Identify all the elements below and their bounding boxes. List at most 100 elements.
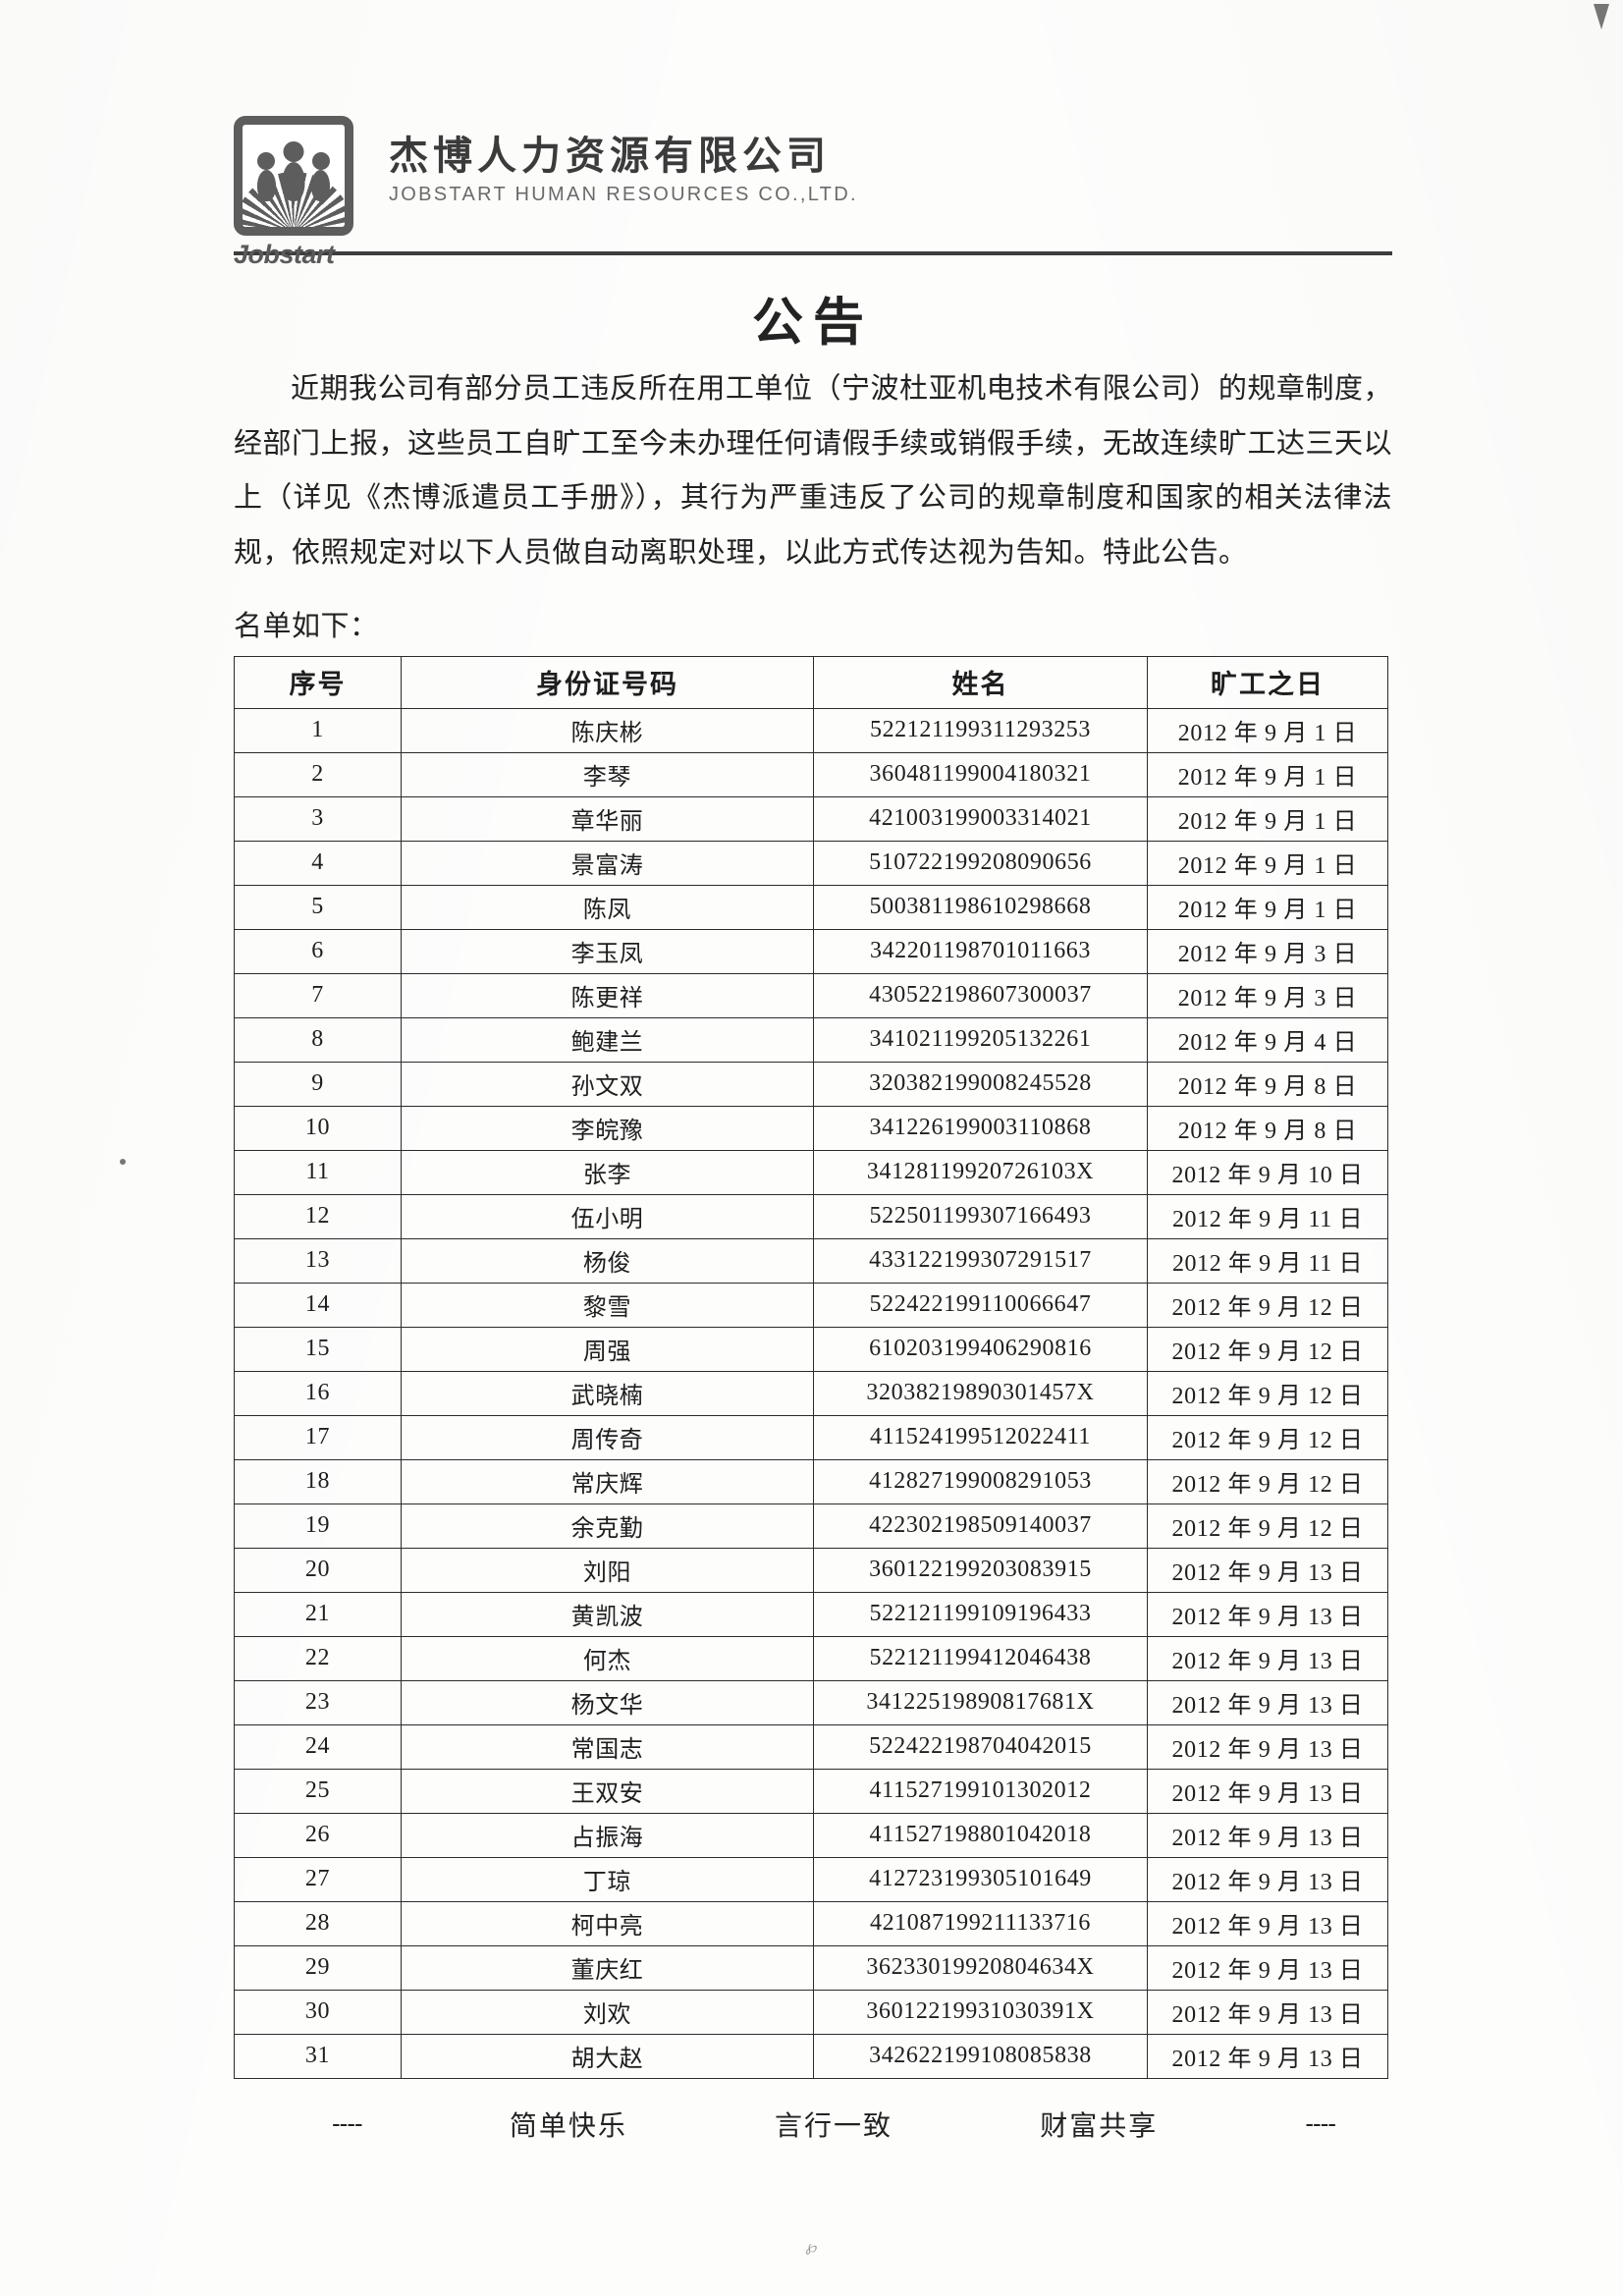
cell-name: 320382199008245528 xyxy=(813,1061,1148,1107)
cell-id-no: 柯中亮 xyxy=(401,1900,814,1946)
cell-name: 422302198509140037 xyxy=(813,1503,1148,1549)
table-row: 7 陈更祥 430522198607300037 2012 年 9 月 3 日 xyxy=(234,972,1388,1018)
table-row: 2 李琴 360481199004180321 2012 年 9 月 1 日 xyxy=(234,751,1388,797)
cell-id-no: 占振海 xyxy=(401,1812,814,1858)
cell-absence-date: 2012 年 9 月 13 日 xyxy=(1147,2033,1388,2079)
cell-absence-date: 2012 年 9 月 1 日 xyxy=(1147,884,1388,930)
table-row: 15 周强 610203199406290816 2012 年 9 月 12 日 xyxy=(234,1326,1388,1372)
footer-slogan-3: 财富共享 xyxy=(1040,2110,1159,2142)
cell-absence-date: 2012 年 9 月 13 日 xyxy=(1147,1812,1388,1858)
table-row: 5 陈凤 500381198610298668 2012 年 9 月 1 日 xyxy=(234,884,1388,930)
cell-name: 522121199412046438 xyxy=(813,1635,1148,1681)
cell-index: 31 xyxy=(234,2033,402,2079)
company-logo: Jobstart xyxy=(234,116,363,270)
table-row: 16 武晓楠 32038219890301457X 2012 年 9 月 12 日 xyxy=(234,1370,1388,1416)
cell-index: 2 xyxy=(234,751,402,797)
cell-id-no: 李玉凤 xyxy=(401,928,814,974)
cell-id-no: 陈更祥 xyxy=(401,972,814,1018)
cell-id-no: 武晓楠 xyxy=(401,1370,814,1416)
cell-index: 22 xyxy=(234,1635,402,1681)
cell-id-no: 陈凤 xyxy=(401,884,814,930)
cell-id-no: 丁琼 xyxy=(401,1856,814,1902)
footer-slogan-1: 简单快乐 xyxy=(509,2110,627,2142)
page-title: 公告 xyxy=(751,293,874,353)
cell-absence-date: 2012 年 9 月 13 日 xyxy=(1147,1591,1388,1637)
cell-index: 21 xyxy=(234,1591,402,1637)
column-header-id-no: 身份证号码 xyxy=(401,655,814,709)
cell-name: 36233019920804634X xyxy=(813,1944,1148,1991)
cell-name: 412827199008291053 xyxy=(813,1458,1148,1504)
cell-name: 341226199003110868 xyxy=(813,1105,1148,1151)
roster-label: 名单如下： xyxy=(234,610,379,642)
table-row: 25 王双安 411527199101302012 2012 年 9 月 13 日 xyxy=(234,1768,1388,1814)
cell-name: 421087199211133716 xyxy=(813,1900,1148,1946)
cell-id-no: 刘欢 xyxy=(401,1989,814,2035)
table-row: 10 李皖豫 341226199003110868 2012 年 9 月 8 日 xyxy=(234,1105,1388,1151)
scan-edge-mark-left xyxy=(120,1159,126,1165)
table-row: 14 黎雪 522422199110066647 2012 年 9 月 12 日 xyxy=(234,1282,1388,1328)
cell-name: 342622199108085838 xyxy=(813,2033,1148,2079)
cell-index: 8 xyxy=(234,1016,402,1063)
cell-absence-date: 2012 年 9 月 4 日 xyxy=(1147,1016,1388,1063)
cell-name: 412723199305101649 xyxy=(813,1856,1148,1902)
cell-absence-date: 2012 年 9 月 12 日 xyxy=(1147,1503,1388,1549)
cell-absence-date: 2012 年 9 月 12 日 xyxy=(1147,1414,1388,1460)
table-row: 19 余克勤 422302198509140037 2012 年 9 月 12 日 xyxy=(234,1503,1388,1549)
cell-index: 13 xyxy=(234,1237,402,1284)
cell-absence-date: 2012 年 9 月 13 日 xyxy=(1147,1989,1388,2035)
table-row: 1 陈庆彬 522121199311293253 2012 年 9 月 1 日 xyxy=(234,707,1388,753)
cell-id-no: 鲍建兰 xyxy=(401,1016,814,1063)
table-row: 11 张李 34128119920726103X 2012 年 9 月 10 日 xyxy=(234,1149,1388,1195)
cell-index: 29 xyxy=(234,1944,402,1991)
cell-absence-date: 2012 年 9 月 13 日 xyxy=(1147,1768,1388,1814)
table-row: 22 何杰 522121199412046438 2012 年 9 月 13 日 xyxy=(234,1635,1388,1681)
cell-index: 4 xyxy=(234,840,402,886)
cell-index: 10 xyxy=(234,1105,402,1151)
table-row: 17 周传奇 411524199512022411 2012 年 9 月 12 日 xyxy=(234,1414,1388,1460)
person-head-center-icon xyxy=(283,141,304,162)
table-row: 13 杨俊 433122199307291517 2012 年 9 月 11 日 xyxy=(234,1237,1388,1284)
scan-artifact-mark: ℘ xyxy=(804,2238,819,2257)
cell-absence-date: 2012 年 9 月 13 日 xyxy=(1147,1547,1388,1593)
cell-name: 34122519890817681X xyxy=(813,1679,1148,1725)
cell-index: 3 xyxy=(234,795,402,842)
cell-id-no: 周强 xyxy=(401,1326,814,1372)
table-row: 20 刘阳 360122199203083915 2012 年 9 月 13 日 xyxy=(234,1547,1388,1593)
cell-name: 421003199003314021 xyxy=(813,795,1148,842)
cell-absence-date: 2012 年 9 月 13 日 xyxy=(1147,1900,1388,1946)
company-name-chinese: 杰博人力资源有限公司 xyxy=(389,134,831,179)
cell-absence-date: 2012 年 9 月 3 日 xyxy=(1147,928,1388,974)
cell-index: 7 xyxy=(234,972,402,1018)
cell-name: 411527199101302012 xyxy=(813,1768,1148,1814)
company-name-english: JOBSTART HUMAN RESOURCES CO.,LTD. xyxy=(389,184,858,205)
cell-index: 28 xyxy=(234,1900,402,1946)
cell-name: 430522198607300037 xyxy=(813,972,1148,1018)
cell-absence-date: 2012 年 9 月 13 日 xyxy=(1147,1635,1388,1681)
person-figure-left-icon xyxy=(257,170,276,201)
cell-index: 18 xyxy=(234,1458,402,1504)
table-header-row: 序号 身份证号码 姓名 旷工之日 xyxy=(234,655,1388,709)
scan-edge-mark-top-right xyxy=(1594,4,1609,29)
cell-absence-date: 2012 年 9 月 10 日 xyxy=(1147,1149,1388,1195)
cell-index: 11 xyxy=(234,1149,402,1195)
cell-index: 15 xyxy=(234,1326,402,1372)
cell-id-no: 常庆辉 xyxy=(401,1458,814,1504)
table-row: 12 伍小明 522501199307166493 2012 年 9 月 11 日 xyxy=(234,1193,1388,1239)
company-name-block: 杰博人力资源有限公司 JOBSTART HUMAN RESOURCES CO.,… xyxy=(389,116,858,206)
cell-index: 6 xyxy=(234,928,402,974)
table-row: 29 董庆红 36233019920804634X 2012 年 9 月 13 日 xyxy=(234,1944,1388,1991)
cell-index: 24 xyxy=(234,1723,402,1770)
column-header-absence-date: 旷工之日 xyxy=(1147,655,1388,709)
table-row: 3 章华丽 421003199003314021 2012 年 9 月 1 日 xyxy=(234,795,1388,842)
cell-id-no: 董庆红 xyxy=(401,1944,814,1991)
cell-name: 411524199512022411 xyxy=(813,1414,1148,1460)
cell-absence-date: 2012 年 9 月 13 日 xyxy=(1147,1679,1388,1725)
table-row: 23 杨文华 34122519890817681X 2012 年 9 月 13 日 xyxy=(234,1679,1388,1725)
cell-absence-date: 2012 年 9 月 13 日 xyxy=(1147,1723,1388,1770)
cell-id-no: 李琴 xyxy=(401,751,814,797)
cell-index: 27 xyxy=(234,1856,402,1902)
cell-id-no: 黄凯波 xyxy=(401,1591,814,1637)
cell-absence-date: 2012 年 9 月 1 日 xyxy=(1147,795,1388,842)
cell-name: 500381198610298668 xyxy=(813,884,1148,930)
cell-index: 5 xyxy=(234,884,402,930)
